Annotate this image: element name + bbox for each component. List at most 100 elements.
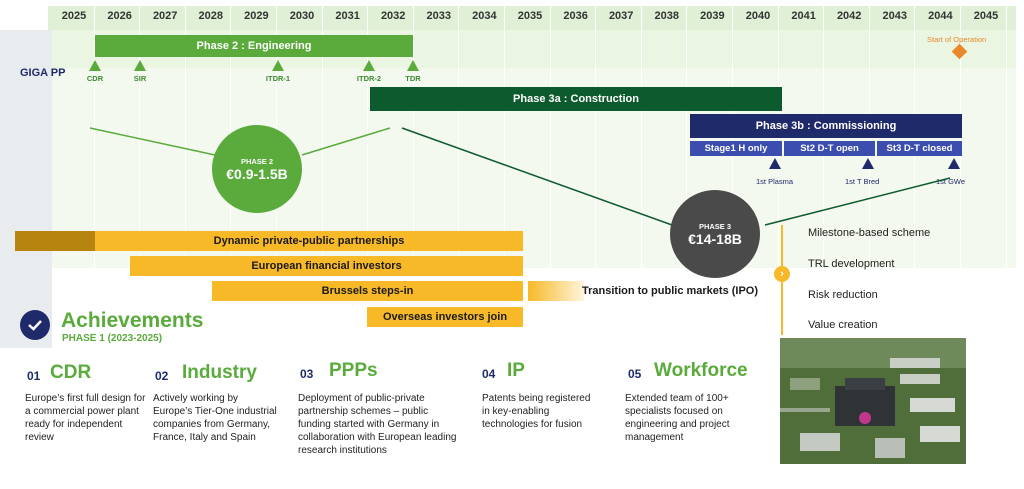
phase2-left-connector — [89, 127, 216, 156]
right-chevron-icon: › — [774, 266, 790, 282]
funding-bar-ppp: Dynamic private-public partnerships — [95, 231, 523, 251]
year-label: 2038 — [654, 10, 680, 22]
year-label: 2041 — [791, 10, 816, 22]
left-gray-band — [0, 30, 52, 348]
year-grid-line — [458, 6, 460, 268]
year-label: 2027 — [152, 10, 178, 22]
year-label: 2037 — [608, 10, 634, 22]
year-grid-line — [1005, 6, 1007, 268]
year-label: 2030 — [289, 10, 315, 22]
milestone-itdr2-marker — [363, 60, 375, 71]
milestone-tdr-marker — [407, 60, 419, 71]
achievement-4-number: 04 — [482, 367, 496, 381]
first-plasma-label: 1st Plasma — [756, 177, 794, 186]
milestone-tdr-label: TDR — [405, 74, 421, 83]
milestone-itdr1-marker — [272, 60, 284, 71]
phase3-left-connector — [401, 127, 673, 226]
achievement-5-number: 05 — [628, 367, 642, 381]
year-grid-line — [412, 6, 414, 268]
phase-3-cost-circle: PHASE 3 €14-18B — [670, 190, 760, 278]
achievements-subtitle: PHASE 1 (2023-2025) — [62, 333, 163, 344]
year-label: 2043 — [882, 10, 908, 22]
first-plasma-marker — [769, 158, 781, 169]
year-grid-line — [640, 6, 642, 268]
first-gwe-marker — [948, 158, 960, 169]
stage-3-bar: St3 D-T closed — [877, 141, 962, 156]
funding-bar-european-investors: European financial investors — [130, 256, 523, 276]
transition-ipo-label: Transition to public markets (IPO) — [582, 285, 759, 297]
right-item-trl: TRL development — [808, 258, 895, 270]
year-grid-line — [595, 6, 597, 268]
year-label: 2039 — [700, 10, 725, 22]
achievement-4-title: IP — [507, 360, 525, 381]
year-grid-line — [367, 6, 369, 268]
funding-bar-overseas: Overseas investors join — [367, 307, 523, 327]
milestone-cdr-marker — [89, 60, 101, 71]
funding-bar-fade — [528, 281, 584, 301]
year-grid-line — [686, 6, 688, 268]
year-label: 2028 — [198, 10, 224, 22]
achievement-5-text: Extended team of 100+ specialists focuse… — [625, 393, 730, 443]
phase-3a-bar: Phase 3a : Construction — [370, 87, 782, 111]
milestone-itdr2-label: ITDR-2 — [356, 74, 382, 83]
achievement-3-number: 03 — [300, 367, 314, 381]
funding-bar-lead-in — [15, 231, 95, 251]
funding-bar-brussels: Brussels steps-in — [212, 281, 523, 301]
year-label: 2035 — [517, 10, 543, 22]
start-of-operation-label: Start of Operation — [927, 35, 987, 44]
year-label: 2036 — [563, 10, 588, 22]
right-item-risk: Risk reduction — [808, 289, 878, 301]
year-grid-line — [139, 6, 141, 268]
phase-3b-bar: Phase 3b : Commissioning — [690, 114, 962, 138]
year-grid-line — [549, 6, 551, 268]
year-label: 2033 — [426, 10, 452, 22]
year-label: 2026 — [107, 10, 132, 22]
phase2-right-connector — [301, 127, 391, 156]
year-label: 2034 — [472, 10, 497, 22]
right-item-milestone: Milestone-based scheme — [808, 227, 931, 239]
year-label: 2032 — [380, 10, 406, 22]
achievement-3-title: PPPs — [329, 360, 378, 381]
milestone-sir-label: SIR — [133, 74, 147, 83]
achievement-1-title: CDR — [50, 362, 92, 383]
milestone-cdr-label: CDR — [86, 74, 104, 83]
stage-2-bar: St2 D-T open — [784, 141, 875, 156]
year-label: 2025 — [61, 10, 87, 22]
phase-2-cost-value: €0.9-1.5B — [226, 165, 288, 182]
achievements-check-icon — [20, 310, 50, 340]
first-t-bred-label: 1st T Bred — [845, 177, 880, 186]
power-plant-image — [780, 338, 966, 464]
milestone-sir-marker — [134, 60, 146, 71]
first-gwe-label: 1st GWe — [936, 177, 966, 186]
year-grid-line — [184, 6, 186, 268]
phase-3-cost-value: €14-18B — [688, 230, 742, 247]
year-grid-line — [504, 6, 505, 268]
achievement-3-text: Deployment of public-private partnership… — [298, 393, 457, 456]
achievement-4-text: Patents being registered in key-enabling… — [482, 393, 591, 430]
year-header-band — [48, 6, 1016, 30]
year-grid-line — [93, 6, 95, 268]
row-label-giga-pp: GIGA PP — [20, 67, 66, 79]
year-label: 2040 — [745, 10, 771, 22]
phase-2-cost-circle: PHASE 2 €0.9-1.5B — [212, 125, 302, 213]
year-label: 2029 — [244, 10, 269, 22]
achievement-1-number: 01 — [27, 369, 41, 383]
phase-3-cost-label: PHASE 3 — [698, 221, 732, 231]
year-label: 2031 — [335, 10, 360, 22]
achievement-2-title: Industry — [182, 362, 257, 383]
phase3-right-connector — [764, 177, 951, 226]
first-t-bred-marker — [862, 158, 874, 169]
year-label: 2042 — [836, 10, 862, 22]
right-item-value: Value creation — [808, 319, 878, 331]
achievement-1-text: Europe’s first full design for a commerc… — [25, 393, 146, 443]
phase-2-cost-label: PHASE 2 — [240, 156, 274, 166]
year-label: 2044 — [928, 10, 953, 22]
milestone-itdr1-label: ITDR-1 — [265, 74, 291, 83]
year-label: 2045 — [973, 10, 999, 22]
achievement-2-text: Actively working by Europe’s Tier-One in… — [153, 393, 277, 443]
stage-1-bar: Stage1 H only — [690, 141, 782, 156]
phase-2-bar: Phase 2 : Engineering — [95, 35, 413, 57]
achievement-2-number: 02 — [155, 369, 169, 383]
achievements-title: Achievements — [61, 309, 204, 332]
